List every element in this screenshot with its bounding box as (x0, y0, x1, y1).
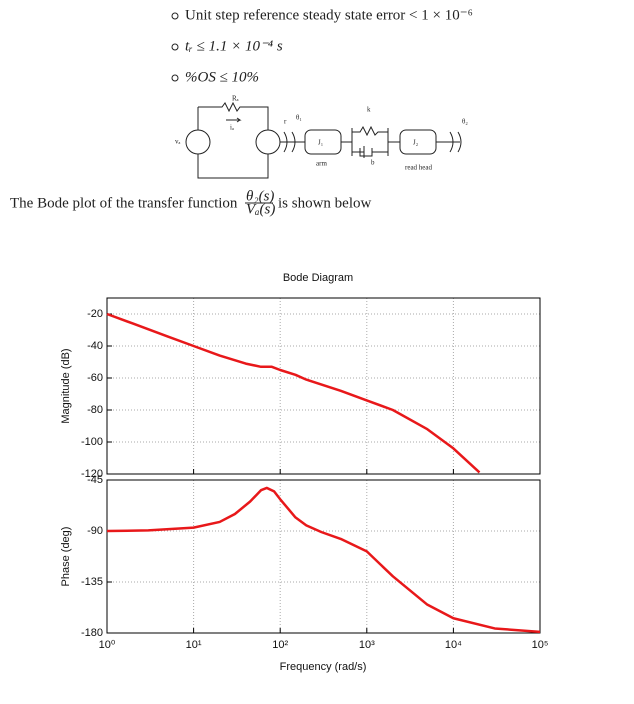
circuit (185, 101, 462, 179)
y-tick-label: -45 (87, 474, 103, 486)
label: b (371, 159, 375, 167)
label: read head (405, 164, 433, 172)
caption: The Bode plot of the transfer function θ… (10, 188, 372, 217)
plot-area (107, 480, 540, 633)
x-tick-label: 10¹ (186, 639, 202, 651)
plot-frame (106, 297, 541, 475)
fraction-numerator: θ₂(s) (246, 188, 274, 204)
circuit-labels: Rₐ iₐ vₐ r θ₁ J₁ arm k b J₂ read head θ₂ (175, 95, 468, 172)
x-tick-label: 10⁴ (445, 639, 462, 651)
source (185, 129, 211, 155)
plot-frame (106, 479, 541, 634)
label: k (367, 106, 371, 114)
x-tick-label: 10⁰ (99, 639, 116, 651)
x-tick-label: 10³ (359, 639, 375, 651)
bullet: Unit step reference steady state error <… (185, 7, 473, 23)
label: arm (316, 160, 327, 168)
label: Rₐ (232, 95, 239, 103)
bullet-dot (171, 43, 179, 51)
x-axis-label: Frequency (rad/s) (280, 661, 367, 673)
y-axis-label: Phase (deg) (60, 527, 72, 587)
bullet-dot (171, 74, 179, 82)
bode-line (106, 312, 481, 474)
wire (197, 101, 269, 179)
label: r (284, 118, 287, 126)
shaft (280, 131, 305, 153)
y-tick-label: -40 (87, 340, 103, 352)
caption-text: is shown below (278, 195, 372, 211)
spring-damper (341, 125, 400, 158)
motor (255, 129, 281, 155)
label: vₐ (175, 138, 181, 146)
label: J₁ (318, 139, 323, 147)
y-tick-label: -20 (87, 308, 103, 320)
bullet: %OS ≤ 10% (185, 69, 259, 85)
y-tick-label: -90 (87, 525, 103, 537)
bullet-dot (171, 12, 179, 20)
y-tick-label: -60 (87, 372, 103, 384)
y-tick-label: -135 (81, 576, 103, 588)
label: θ₁ (296, 114, 302, 122)
label: iₐ (230, 124, 234, 132)
label: J₂ (413, 139, 419, 147)
bullet: tᵣ ≤ 1.1 × 10⁻⁴ s (185, 38, 283, 54)
x-tick-label: 10² (272, 639, 288, 651)
label: θ₂ (462, 118, 468, 126)
y-axis-label: Magnitude (dB) (60, 348, 72, 423)
bullets: Unit step reference steady state error <… (171, 7, 473, 85)
bode-line (106, 486, 541, 634)
fraction-denominator: Vₐ(s) (246, 201, 275, 217)
chart-title: Bode Diagram (283, 272, 353, 284)
caption-text: The Bode plot of the transfer function (10, 195, 238, 211)
x-tick-label: 10⁵ (532, 639, 549, 651)
y-tick-label: -180 (81, 627, 103, 639)
shaft (436, 131, 462, 153)
y-tick-label: -80 (87, 404, 103, 416)
arrow (226, 117, 242, 123)
y-tick-label: -120 (81, 468, 103, 480)
y-tick-label: -100 (81, 436, 103, 448)
